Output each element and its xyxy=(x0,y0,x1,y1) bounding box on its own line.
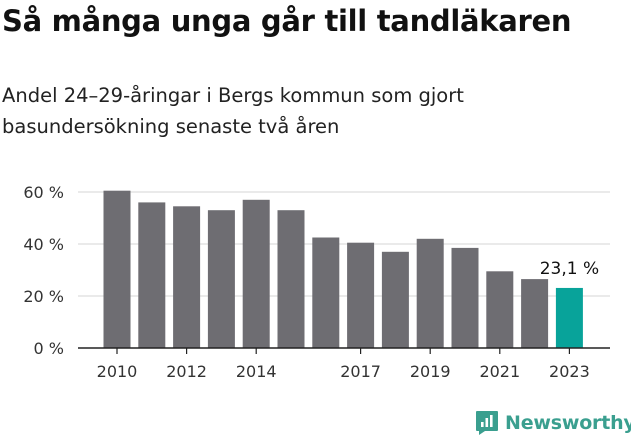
chart-title: Så många unga går till tandläkaren xyxy=(2,4,572,38)
bar xyxy=(103,190,131,348)
bar xyxy=(138,202,166,348)
x-tick-label: 2014 xyxy=(236,362,277,381)
x-tick-label: 2010 xyxy=(97,362,138,381)
bar xyxy=(381,251,409,348)
brand-logo: Newsworthy xyxy=(475,408,631,438)
y-tick-label: 20 % xyxy=(23,287,64,306)
data-label: 23,1 % xyxy=(540,259,599,279)
brand-name: Newsworthy xyxy=(505,412,631,434)
x-tick-label: 2023 xyxy=(549,362,590,381)
y-tick-label: 60 % xyxy=(23,183,64,202)
x-tick-label: 2012 xyxy=(166,362,207,381)
bar xyxy=(555,287,583,348)
bar xyxy=(312,237,340,348)
x-tick-label: 2019 xyxy=(410,362,451,381)
x-tick-label: 2017 xyxy=(340,362,381,381)
y-tick-label: 0 % xyxy=(34,339,64,358)
newsworthy-logo-icon xyxy=(476,411,498,435)
bar xyxy=(207,210,235,348)
bar xyxy=(347,242,375,348)
bar xyxy=(173,206,201,348)
y-tick-label: 40 % xyxy=(23,235,64,254)
bar xyxy=(277,210,305,348)
x-tick-label: 2021 xyxy=(479,362,520,381)
bar xyxy=(451,247,479,348)
bar xyxy=(242,199,270,348)
chart-subtitle: Andel 24–29-åringar i Bergs kommun som g… xyxy=(2,84,464,138)
bar xyxy=(486,271,514,348)
bar xyxy=(416,238,444,348)
bar xyxy=(521,279,549,348)
